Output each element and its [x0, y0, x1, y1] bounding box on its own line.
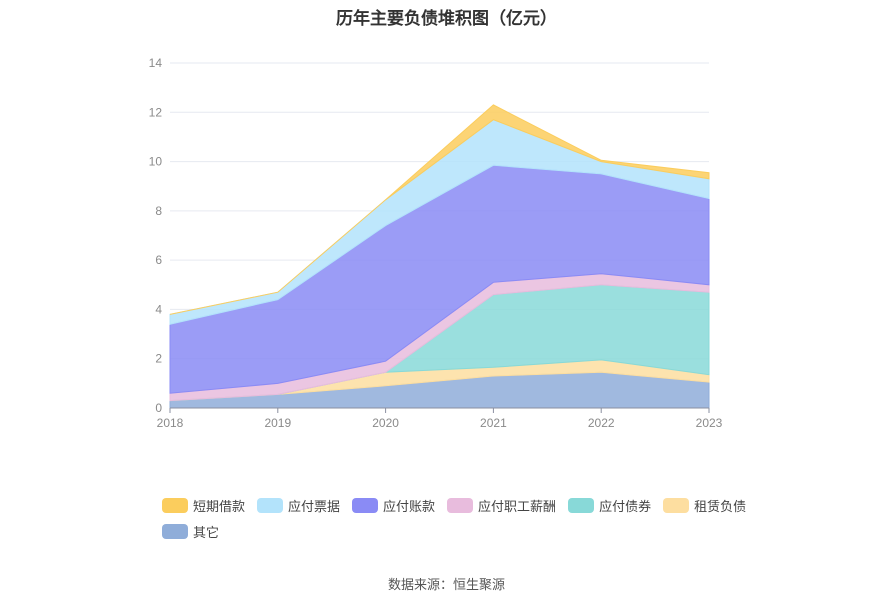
y-tick-label: 4	[155, 302, 162, 316]
legend-swatch	[663, 498, 690, 513]
legend-swatch	[447, 498, 474, 513]
chart-legend: 短期借款 应付票据 应付账款 应付职工薪酬 应付债券 租赁负债其它	[162, 496, 762, 548]
legend-label: 租赁负债	[694, 499, 747, 514]
y-tick-label: 14	[149, 56, 163, 70]
legend-swatch	[162, 524, 188, 539]
x-tick-label: 2022	[588, 416, 615, 430]
y-tick-label: 8	[155, 204, 162, 218]
y-tick-label: 12	[149, 105, 163, 119]
legend-swatch	[257, 498, 284, 513]
legend-swatch	[352, 498, 379, 513]
x-tick-label: 2018	[157, 416, 184, 430]
x-tick-labels: 2018 2019 2020 2021 2022 2023	[157, 416, 723, 430]
stacked-area-chart: 0 2 4 6 8 10 12 14 2018 2019 2020 2021 2022 2023	[149, 56, 723, 430]
area-series-6	[169, 104, 710, 315]
legend-item[interactable]: 应付债券	[568, 496, 651, 515]
legend-item[interactable]: 应付账款	[352, 496, 435, 515]
x-tick-label: 2021	[480, 416, 507, 430]
x-tick-label: 2020	[372, 416, 399, 430]
legend-label: 应付债券	[599, 499, 652, 514]
y-tick-label: 2	[155, 352, 162, 366]
x-axis	[169, 407, 710, 413]
legend-item[interactable]: 应付职工薪酬	[447, 496, 556, 515]
x-tick-label: 2023	[696, 416, 723, 430]
legend-item[interactable]: 短期借款	[162, 496, 245, 515]
legend-label: 其它	[193, 525, 220, 540]
legend-item[interactable]: 其它	[162, 522, 219, 541]
legend-swatch	[568, 498, 595, 513]
legend-label: 应付账款	[383, 499, 436, 514]
legend-swatch	[162, 498, 188, 513]
legend-label: 短期借款	[193, 499, 246, 514]
legend-label: 应付职工薪酬	[478, 499, 557, 514]
legend-item[interactable]: 应付票据	[257, 496, 340, 515]
y-tick-label: 10	[149, 155, 163, 169]
y-tick-label: 0	[155, 401, 162, 415]
y-tick-label: 6	[155, 253, 162, 267]
x-tick-label: 2019	[264, 416, 291, 430]
legend-label: 应付票据	[288, 499, 341, 514]
chart-title: 历年主要负债堆积图（亿元）	[336, 9, 557, 28]
area-series	[169, 104, 710, 409]
y-tick-labels: 0 2 4 6 8 10 12 14	[149, 56, 163, 415]
legend-item[interactable]: 租赁负债	[663, 496, 746, 515]
data-source: 数据来源：恒生聚源	[387, 577, 505, 592]
